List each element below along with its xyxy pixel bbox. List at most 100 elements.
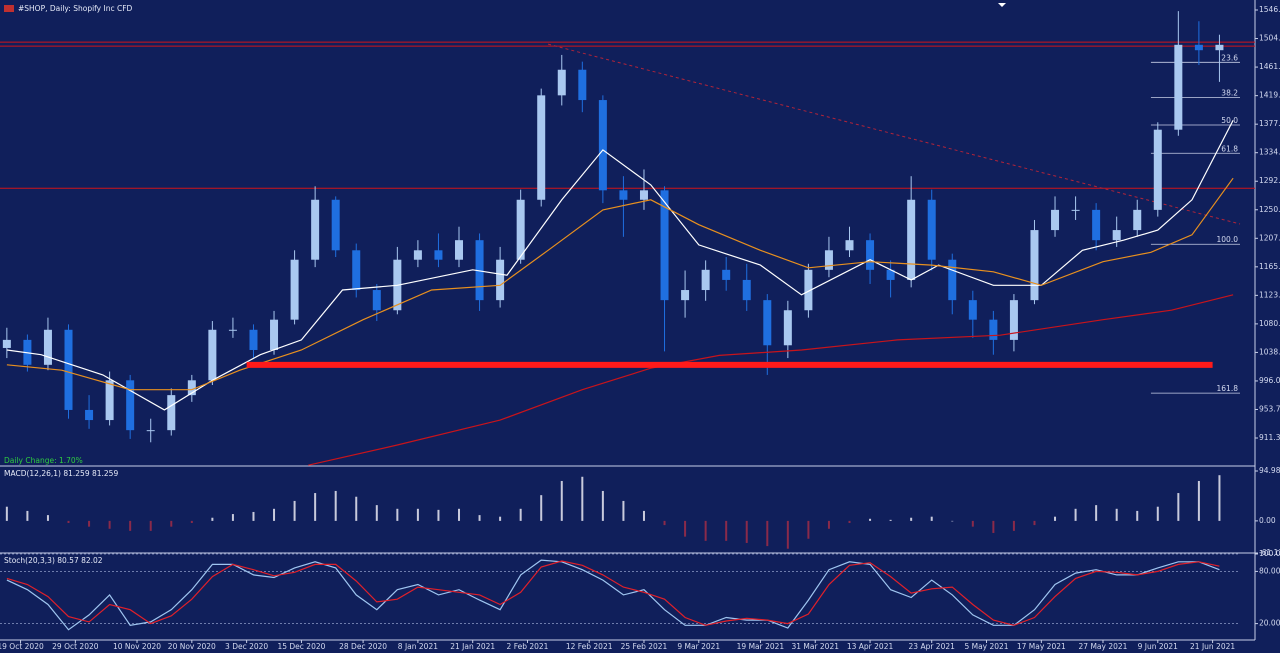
candle-body (290, 259, 299, 320)
candle-body (126, 380, 135, 431)
macd-bar (1197, 480, 1200, 521)
macd-bar (1218, 475, 1221, 521)
y-tick-label: 1546.66 (1259, 5, 1280, 14)
x-tick-label: 21 Jun 2021 (1190, 642, 1235, 651)
fib-label: 61.8 (1221, 144, 1238, 153)
stoch-line (6, 560, 1220, 626)
y-tick-label: 1377.20 (1259, 119, 1280, 128)
macd-bar (519, 508, 522, 521)
x-tick-label: 3 Dec 2020 (225, 642, 268, 651)
shift-marker (998, 3, 1006, 7)
x-tick-label: 8 Jan 2021 (398, 642, 438, 651)
x-tick-label: 17 May 2021 (1017, 642, 1066, 651)
candle-body (639, 190, 648, 200)
macd-bar (869, 518, 872, 521)
x-tick-label: 13 Apr 2021 (847, 642, 894, 651)
macd-bar (827, 520, 830, 529)
macd-bar (190, 520, 193, 523)
macd-bar (129, 520, 132, 531)
y-tick-label: 911.35 (1259, 433, 1280, 442)
candle-body (228, 329, 237, 331)
candle-body (1112, 230, 1121, 241)
x-tick-label: 31 Mar 2021 (791, 642, 839, 651)
candle-body (907, 199, 916, 280)
y-tick-label: 80.00 (1259, 566, 1280, 575)
candle-body (1051, 209, 1060, 231)
macd-bar (684, 520, 687, 537)
candle-body (1030, 230, 1039, 301)
macd-bar (1136, 510, 1139, 521)
macd-bar (1074, 508, 1077, 521)
candle-body (249, 329, 258, 350)
candle-body (1133, 209, 1142, 231)
candle-body (783, 310, 792, 346)
macd-bar (601, 490, 604, 521)
daily-change: Daily Change: 1.70% (4, 456, 83, 465)
macd-bar (807, 520, 810, 539)
y-tick-label: 100.00 (1259, 549, 1280, 558)
y-tick-label: 0.00 (1259, 516, 1276, 525)
candle-body (824, 250, 833, 270)
macd-bar (334, 490, 337, 521)
macd-bar (560, 480, 563, 521)
x-tick-label: 9 Mar 2021 (677, 642, 720, 651)
candle-body (866, 240, 875, 270)
x-tick-label: 23 Apr 2021 (909, 642, 956, 651)
macd-bar (1177, 493, 1180, 521)
moving-average (6, 177, 1234, 391)
candle-body (886, 269, 895, 280)
y-tick-label: 1038.40 (1259, 347, 1280, 356)
macd-bar (786, 520, 789, 549)
candle-body (187, 380, 196, 396)
macd-bar (170, 520, 173, 527)
candle-body (989, 319, 998, 340)
candle-body (331, 199, 340, 251)
candle-body (619, 190, 628, 200)
candle-body (208, 329, 217, 381)
macd-bar (293, 500, 296, 521)
candle-body (413, 250, 422, 260)
x-tick-label: 19 Oct 2020 (0, 642, 44, 651)
candle-body (372, 290, 381, 311)
macd-bar (704, 520, 707, 541)
candle-body (167, 395, 176, 431)
x-tick-label: 28 Dec 2020 (339, 642, 387, 651)
y-tick-label: 1419.55 (1259, 91, 1280, 100)
macd-bar (67, 520, 70, 523)
y-tick-label: 94.987 (1259, 466, 1280, 475)
moving-average (308, 294, 1234, 466)
macd-bar (252, 511, 255, 521)
stoch-title: Stoch(20,3,3) 80.57 82.02 (4, 556, 103, 565)
candle-body (352, 250, 361, 291)
macd-bar (1033, 520, 1036, 526)
macd-bar (108, 520, 111, 529)
macd-bar (725, 520, 728, 541)
y-tick-label: 1461.96 (1259, 62, 1280, 71)
macd-bar (910, 517, 913, 521)
macd-bar (46, 515, 49, 521)
macd-bar (314, 493, 317, 521)
macd-bar (375, 505, 378, 521)
moving-average (6, 120, 1234, 411)
x-tick-label: 12 Feb 2021 (566, 642, 613, 651)
candle-body (948, 259, 957, 301)
x-tick-label: 27 May 2021 (1079, 642, 1128, 651)
x-tick-label: 2 Feb 2021 (507, 642, 549, 651)
macd-bar (971, 520, 974, 527)
candle-body (578, 69, 587, 101)
macd-bar (992, 520, 995, 533)
candle-body (927, 199, 936, 260)
candle-body (763, 300, 772, 346)
x-tick-label: 10 Nov 2020 (113, 642, 161, 651)
stoch-line (6, 559, 1220, 631)
candle-body (2, 339, 11, 348)
candle-body (1071, 209, 1080, 211)
candle-body (105, 380, 114, 421)
candle-body (455, 240, 464, 260)
macd-bar (499, 516, 502, 521)
fib-label: 50.0 (1221, 116, 1238, 125)
y-tick-label: 1334.85 (1259, 148, 1280, 157)
fib-label: 100.0 (1217, 235, 1239, 244)
